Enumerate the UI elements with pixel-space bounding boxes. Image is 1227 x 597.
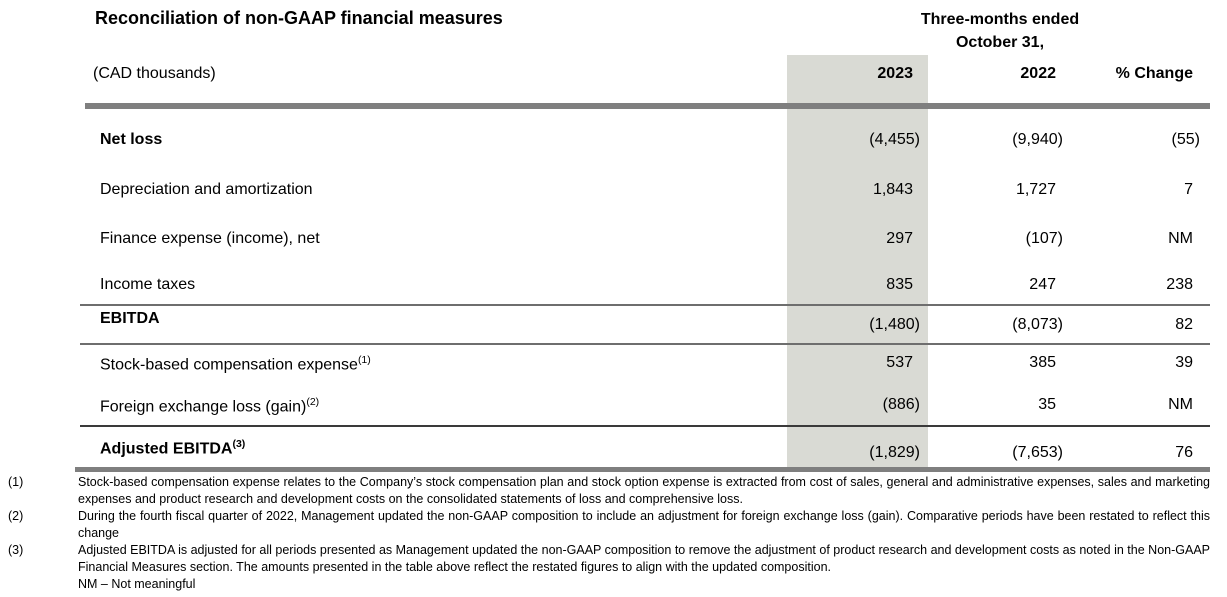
table-row: EBITDA (1,480) (8,073) 82 (0, 310, 1227, 333)
cell-col-2023: (1,480) (869, 316, 920, 333)
cell-col-2023: (4,455) (869, 131, 920, 148)
footnote-ref: (3) (232, 438, 246, 450)
row-label: Net loss (100, 131, 163, 148)
row-label: Stock-based compensation expense(1) (100, 354, 371, 374)
cell-col-2022: 1,727 (1015, 181, 1056, 198)
footnote: (1) Stock-based compensation expense rela… (0, 474, 1210, 508)
cell-col-2023: 297 (886, 230, 913, 247)
ebitda-top-rule (80, 304, 1210, 306)
column-header-2022: 2022 (1020, 65, 1056, 82)
cell-col-2023: (1,829) (869, 444, 920, 461)
footnote: (3) Adjusted EBITDA is adjusted for all p… (0, 542, 1210, 576)
footnote: (2) During the fourth fiscal quarter of 2… (0, 508, 1210, 542)
footnote-marker: (3) (8, 543, 24, 557)
period-line-2: October 31, (955, 34, 1045, 51)
table-row: Stock-based compensation expense(1) 537 38… (0, 354, 1227, 374)
cell-col-2022: 247 (1029, 276, 1056, 293)
footnotes: (1) Stock-based compensation expense rela… (0, 474, 1210, 593)
footnote-text: Stock-based compensation expense relates… (78, 475, 1210, 506)
cell-col-pct-change: 82 (1175, 316, 1193, 333)
period-header: Three-months ended October 31, (845, 8, 1155, 54)
table-row: Finance expense (income), net 297 (107) NM (0, 230, 1227, 250)
cell-col-2023: 835 (886, 276, 913, 293)
cell-col-pct-change: 238 (1166, 276, 1193, 293)
nm-note: NM – Not meaningful (78, 577, 196, 591)
cell-col-2022: 385 (1029, 354, 1056, 371)
row-label: Finance expense (income), net (100, 230, 320, 247)
cell-col-pct-change: 7 (1184, 181, 1193, 198)
cell-col-2022: 35 (1038, 396, 1056, 413)
footnote-ref: (2) (306, 396, 320, 408)
cell-col-2022: (7,653) (1012, 444, 1063, 461)
cell-col-pct-change: 39 (1175, 354, 1193, 371)
footer-rule (75, 467, 1210, 472)
cell-col-pct-change: (55) (1171, 131, 1200, 148)
row-label: Income taxes (100, 276, 196, 293)
table-row: Net loss (4,455) (9,940) (55) (0, 131, 1227, 151)
column-header-pct-change: % Change (1115, 65, 1193, 82)
cell-col-2023: 537 (886, 354, 913, 371)
adjusted-ebitda-top-rule (80, 425, 1210, 427)
column-header-2023: 2023 (877, 65, 913, 82)
table-rows: Net loss (4,455) (9,940) (55) Depreciation a… (0, 131, 1227, 461)
footnote-text: Adjusted EBITDA is adjusted for all peri… (78, 543, 1210, 574)
footnote-marker: (1) (8, 475, 24, 489)
row-label: Adjusted EBITDA(3) (100, 438, 246, 458)
footnote-text: During the fourth fiscal quarter of 2022… (78, 509, 1210, 540)
table-row: Depreciation and amortization 1,843 1,727 7 (0, 181, 1227, 201)
table-row: Income taxes 835 247 238 (0, 276, 1227, 296)
cell-col-2022: (8,073) (1012, 316, 1063, 333)
row-label: Foreign exchange loss (gain)(2) (100, 396, 320, 416)
cell-col-pct-change: NM (1168, 230, 1193, 247)
cell-col-2022: (107) (1025, 230, 1063, 247)
footnote-marker: (2) (8, 509, 24, 523)
table-row: Foreign exchange loss (gain)(2) (886) 35 NM (0, 396, 1227, 416)
row-label: Depreciation and amortization (100, 181, 313, 198)
cell-col-2023: 1,843 (872, 181, 913, 198)
table-row: Adjusted EBITDA(3) (1,829) (7,653) 76 (0, 438, 1227, 461)
cell-col-pct-change: 76 (1175, 444, 1193, 461)
cell-col-2022: (9,940) (1012, 131, 1063, 148)
ebitda-bottom-rule (80, 343, 1210, 345)
footnote-ref: (1) (357, 354, 371, 366)
page-title: Reconciliation of non-GAAP financial mea… (95, 8, 503, 28)
period-line-1: Three-months ended (920, 11, 1080, 28)
cell-col-2023: (886) (882, 396, 920, 413)
cell-col-pct-change: NM (1168, 396, 1193, 413)
unit-label: (CAD thousands) (93, 65, 216, 82)
highlight-column-2023 (787, 55, 928, 467)
row-label: EBITDA (100, 310, 160, 327)
header-rule (85, 103, 1210, 109)
